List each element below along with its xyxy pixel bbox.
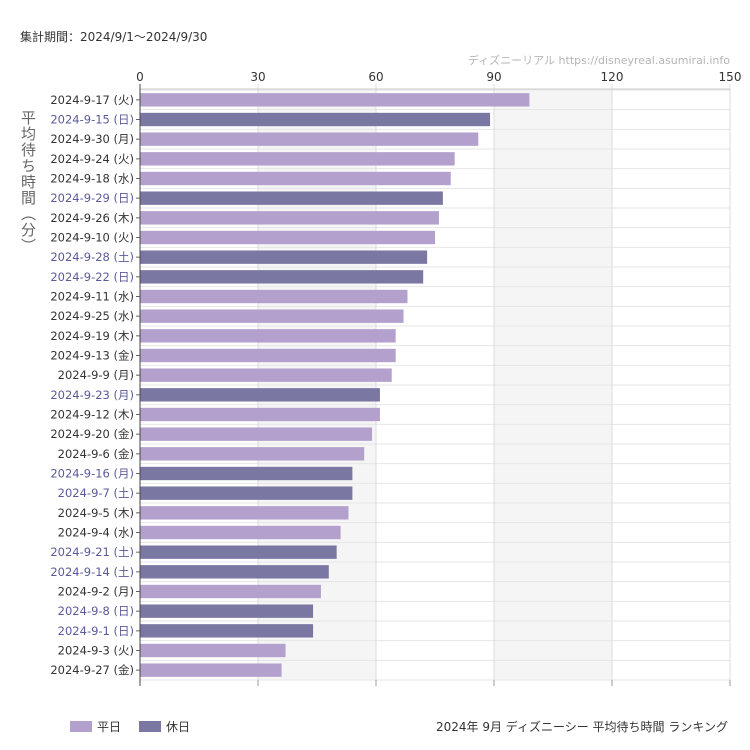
category-label: 2024-9-10 (火)	[50, 231, 134, 245]
y-axis-label-wrap: 平均待ち時間（分）	[18, 110, 40, 310]
bar	[140, 663, 282, 677]
category-label: 2024-9-9 (月)	[58, 368, 134, 382]
category-label: 2024-9-23 (月)	[50, 388, 134, 402]
legend-item-holiday: 休日	[139, 718, 190, 735]
x-tick-label: 90	[486, 70, 501, 84]
category-label: 2024-9-8 (日)	[58, 604, 134, 618]
category-label: 2024-9-7 (土)	[58, 486, 134, 500]
legend: 平日 休日	[70, 718, 190, 735]
bar	[140, 427, 373, 441]
y-axis-label: 平均待ち時間（分）	[19, 110, 37, 254]
bar	[140, 584, 321, 599]
category-label: 2024-9-28 (土)	[50, 250, 134, 264]
legend-item-weekday: 平日	[70, 718, 121, 735]
bar	[140, 93, 530, 107]
aggregation-period: 集計期間：2024/9/1〜2024/9/30	[20, 30, 208, 44]
x-tick-label: 30	[250, 70, 265, 84]
bar	[140, 466, 353, 481]
category-label: 2024-9-24 (火)	[50, 152, 134, 166]
bar	[140, 565, 329, 579]
category-label: 2024-9-6 (金)	[58, 447, 134, 461]
category-label: 2024-9-22 (日)	[50, 270, 134, 284]
bar	[140, 250, 428, 264]
legend-swatch-weekday	[70, 721, 92, 732]
x-tick-label: 150	[719, 70, 742, 84]
category-label: 2024-9-4 (水)	[58, 526, 134, 540]
category-label: 2024-9-1 (日)	[58, 624, 134, 638]
x-tick-label: 0	[136, 70, 144, 84]
bar	[140, 211, 439, 225]
category-label: 2024-9-21 (土)	[50, 545, 134, 559]
bar	[140, 407, 380, 422]
bar	[140, 270, 424, 284]
bar	[140, 348, 396, 363]
bar	[140, 152, 455, 166]
site-watermark: ディズニーリアル https://disneyreal.asumirai.inf…	[467, 54, 730, 67]
bar	[140, 643, 286, 658]
bar	[140, 604, 314, 618]
category-label: 2024-9-5 (木)	[58, 506, 134, 520]
bar	[140, 506, 349, 520]
category-label: 2024-9-18 (水)	[50, 172, 134, 186]
bar	[140, 486, 353, 500]
chart-caption: 2024年 9月 ディズニーシー 平均待ち時間 ランキング	[436, 720, 728, 734]
category-label: 2024-9-30 (月)	[50, 132, 134, 146]
legend-swatch-holiday	[139, 721, 162, 732]
x-tick-label: 120	[601, 70, 624, 84]
bar	[140, 388, 380, 402]
category-label: 2024-9-27 (金)	[50, 663, 134, 677]
category-label: 2024-9-29 (日)	[50, 191, 134, 205]
bar	[140, 230, 435, 245]
category-label: 2024-9-16 (月)	[50, 467, 134, 481]
category-label: 2024-9-20 (金)	[50, 427, 134, 441]
category-label: 2024-9-2 (月)	[58, 585, 134, 599]
category-label: 2024-9-3 (火)	[58, 644, 134, 658]
bar	[140, 171, 451, 186]
bar	[140, 368, 392, 382]
bar	[140, 191, 443, 205]
category-label: 2024-9-15 (日)	[50, 113, 134, 127]
category-label: 2024-9-11 (水)	[50, 290, 134, 304]
category-label: 2024-9-25 (水)	[50, 309, 134, 323]
category-label: 2024-9-26 (木)	[50, 211, 134, 225]
bar	[140, 289, 408, 304]
bar	[140, 112, 491, 127]
category-label: 2024-9-13 (金)	[50, 349, 134, 363]
bar	[140, 545, 337, 559]
category-label: 2024-9-14 (土)	[50, 565, 134, 579]
bar	[140, 132, 479, 146]
category-label: 2024-9-19 (木)	[50, 329, 134, 343]
category-label: 2024-9-12 (木)	[50, 408, 134, 422]
bar	[140, 447, 365, 461]
category-label: 2024-9-17 (火)	[50, 93, 134, 107]
x-tick-label: 60	[368, 70, 383, 84]
legend-label-weekday: 平日	[97, 720, 122, 734]
legend-label-holiday: 休日	[166, 720, 191, 734]
bar	[140, 624, 314, 638]
bar	[140, 329, 396, 343]
bar	[140, 525, 341, 540]
bar	[140, 309, 404, 323]
